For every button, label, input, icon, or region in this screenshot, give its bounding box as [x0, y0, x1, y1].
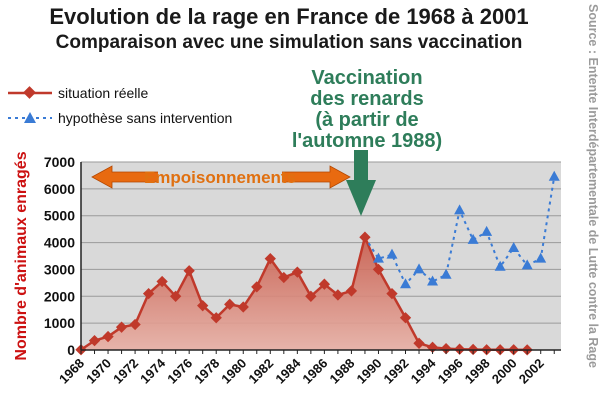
vaccination-annotation: Vaccination des renards (à partir de l'a… [272, 68, 462, 152]
point-real-1993 [413, 337, 425, 349]
point-real-1980 [237, 301, 249, 313]
x-tick-1968: 1968 [56, 356, 87, 387]
y-tick-1000: 1000 [44, 315, 75, 331]
point-real-1977 [197, 300, 209, 312]
chart-title: Evolution de la rage en France de 1968 à… [49, 4, 529, 29]
x-tick-1986: 1986 [299, 356, 330, 387]
point-hypo-1996 [454, 204, 466, 215]
point-hypo-1990 [372, 252, 384, 263]
chart-subtitle: Comparaison avec une simulation sans vac… [55, 32, 523, 53]
point-real-1986 [318, 278, 331, 290]
point-hypo-2003 [548, 170, 560, 181]
x-tick-1984: 1984 [272, 355, 304, 387]
point-hypo-2000 [508, 241, 520, 252]
y-tick-4000: 4000 [44, 235, 75, 251]
point-real-1984 [291, 266, 303, 278]
vaccination-line-3: (à partir de [315, 109, 419, 131]
point-real-1995 [440, 343, 452, 355]
point-hypo-1999 [494, 260, 506, 271]
legend-label-real: situation réelle [58, 85, 148, 101]
point-real-1983 [278, 271, 290, 284]
point-hypo-2001 [521, 259, 533, 270]
y-tick-5000: 5000 [44, 208, 75, 224]
x-tick-labels: 1968197019721974197619781980198219841986… [56, 355, 547, 387]
x-tick-1994: 1994 [408, 355, 440, 387]
x-tick-1980: 1980 [218, 356, 249, 387]
series-line-real [80, 233, 528, 352]
point-real-1975 [169, 290, 182, 302]
x-tick-1970: 1970 [83, 356, 114, 387]
point-real-1978 [210, 312, 222, 324]
poisoning-label: Empoisonnements [144, 168, 296, 187]
point-hypo-1994 [427, 275, 439, 286]
point-real-1981 [251, 281, 263, 293]
y-tick-2000: 2000 [44, 288, 75, 304]
point-real-1991 [386, 287, 398, 300]
vaccination-line-4: l'automne 1988) [291, 130, 443, 152]
point-hypo-1992 [400, 278, 412, 289]
x-tick-1996: 1996 [435, 356, 466, 387]
x-tick-1972: 1972 [110, 356, 141, 387]
y-tick-3000: 3000 [44, 261, 75, 277]
x-tick-1974: 1974 [137, 355, 169, 387]
x-tick-1978: 1978 [191, 356, 222, 387]
point-real-1996 [453, 343, 466, 355]
vaccination-line-1: Vaccination [311, 67, 423, 89]
point-real-1974 [156, 275, 168, 288]
legend: situation réelle hypothèse sans interven… [8, 85, 232, 126]
poisoning-arrow: Empoisonnements [91, 164, 351, 189]
x-tick-1976: 1976 [164, 356, 195, 387]
real-area-fill [81, 237, 528, 350]
x-tick-1990: 1990 [354, 356, 385, 387]
legend-marker-hypo [24, 112, 36, 123]
point-real-1979 [224, 298, 236, 310]
point-real-1989 [359, 231, 371, 243]
x-tick-1998: 1998 [462, 356, 493, 387]
y-tick-6000: 6000 [44, 181, 75, 197]
x-tick-1982: 1982 [245, 356, 276, 387]
x-tick-1988: 1988 [326, 356, 357, 387]
point-real-1985 [305, 290, 317, 302]
source-credit: Source : Entente Interdépartementale de … [586, 4, 600, 368]
real-area [81, 237, 528, 350]
point-real-1972 [129, 318, 141, 331]
legend-marker-real [23, 86, 36, 99]
point-hypo-1991 [386, 248, 398, 259]
point-hypo-1993 [413, 263, 425, 274]
y-tick-labels: 0 1000 2000 3000 4000 5000 6000 7000 [44, 154, 75, 358]
point-real-1987 [332, 289, 344, 301]
point-real-1988 [345, 285, 358, 297]
y-tick-0: 0 [67, 342, 75, 358]
point-hypo-2002 [535, 252, 547, 263]
point-real-1976 [183, 265, 195, 277]
legend-label-hypo: hypothèse sans intervention [58, 110, 232, 126]
y-tick-7000: 7000 [44, 154, 75, 170]
y-axis-label: Nombre d'animaux enragés [13, 151, 30, 360]
vaccination-line-2: des renards [310, 88, 424, 110]
point-real-1990 [372, 263, 385, 276]
x-tick-1992: 1992 [381, 356, 412, 387]
x-tick-2000: 2000 [489, 356, 520, 387]
point-hypo-1998 [481, 225, 493, 236]
legend-item-hypo: hypothèse sans intervention [8, 110, 232, 126]
point-hypo-1995 [440, 268, 452, 279]
point-hypo-1997 [467, 233, 479, 244]
point-real-1973 [142, 287, 155, 300]
point-real-1992 [399, 312, 412, 324]
vaccination-arrow [346, 150, 376, 216]
x-tick-2002: 2002 [516, 356, 547, 387]
axes [80, 162, 561, 354]
legend-item-real: situation réelle [8, 85, 148, 101]
